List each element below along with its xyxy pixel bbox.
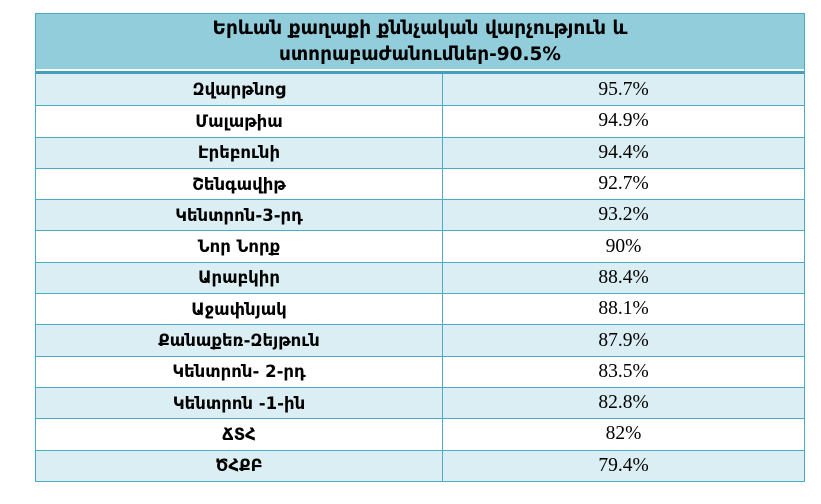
percent-value-cell: 82.8% xyxy=(598,392,649,414)
table-row: Արաբկիր 88.4% xyxy=(36,261,804,294)
district-name-cell: ԾՀՔԲ xyxy=(36,450,444,481)
percent-value-cell: 79.4% xyxy=(598,454,649,476)
statistics-table: Երևան քաղաքի քննչական վարչություն և ստոր… xyxy=(35,13,805,482)
table-title-line1: Երևան քաղաքի քննչական վարչություն և xyxy=(212,17,628,39)
percent-value-cell: 92.7% xyxy=(598,173,649,195)
table-row: ՃՏՀ 82% xyxy=(36,418,804,450)
percent-value-cell: 94.9% xyxy=(598,110,649,132)
district-name-cell: Կենտրոն -1-ին xyxy=(36,387,444,419)
percent-value-cell: 83.5% xyxy=(598,360,649,382)
district-name-cell: Կենտրոն-3-րդ xyxy=(36,200,444,231)
table-row: Էրեբունի 94.4% xyxy=(36,136,804,168)
header-divider xyxy=(36,71,804,74)
district-name-cell: Մալաթիա xyxy=(36,106,444,137)
district-name-cell: Աջափնյակ xyxy=(36,294,444,325)
district-name-cell: Կենտրոն- 2-րդ xyxy=(36,356,444,387)
district-name-cell: ՃՏՀ xyxy=(36,419,444,450)
table-title-line2: ստորաբաժանումներ-90.5% xyxy=(279,43,561,65)
district-name-cell: Քանաքեռ-Զեյթուն xyxy=(36,325,444,356)
percent-value-cell: 94.4% xyxy=(598,141,649,163)
table-row: Կենտրոն -1-ին 82.8% xyxy=(36,386,804,419)
table-row: Զվարթնոց 95.7% xyxy=(36,74,804,106)
district-name-cell: Նոր Նորք xyxy=(36,231,444,262)
table-row: ԾՀՔԲ 79.4% xyxy=(36,449,804,481)
table-row: Նոր Նորք 90% xyxy=(36,230,804,262)
district-name-cell: Զվարթնոց xyxy=(36,74,444,106)
table-title: Երևան քաղաքի քննչական վարչություն և ստոր… xyxy=(213,16,628,68)
percent-value-cell: 93.2% xyxy=(598,204,649,226)
table-header: Երևան քաղաքի քննչական վարչություն և ստոր… xyxy=(36,14,804,71)
district-name-cell: Արաբկիր xyxy=(36,262,444,294)
table-row: Քանաքեռ-Զեյթուն 87.9% xyxy=(36,324,804,356)
table-row: Կենտրոն- 2-րդ 83.5% xyxy=(36,355,804,387)
table-row: Աջափնյակ 88.1% xyxy=(36,293,804,325)
table-body: Զվարթնոց 95.7% Մալաթիա 94.9% Էրեբունի 94.4% Շե… xyxy=(36,74,804,481)
percent-value-cell: 82% xyxy=(605,423,642,445)
percent-value-cell: 95.7% xyxy=(598,78,649,100)
percent-value-cell: 87.9% xyxy=(598,329,649,351)
percent-value-cell: 90% xyxy=(605,235,642,257)
percent-value-cell: 88.4% xyxy=(598,266,649,288)
table-row: Շենգավիթ 92.7% xyxy=(36,167,804,200)
district-name-cell: Էրեբունի xyxy=(36,137,444,168)
table-row: Կենտրոն-3-րդ 93.2% xyxy=(36,199,804,231)
table-row: Մալաթիա 94.9% xyxy=(36,105,804,137)
percent-value-cell: 88.1% xyxy=(598,298,649,320)
district-name-cell: Շենգավիթ xyxy=(36,168,444,200)
